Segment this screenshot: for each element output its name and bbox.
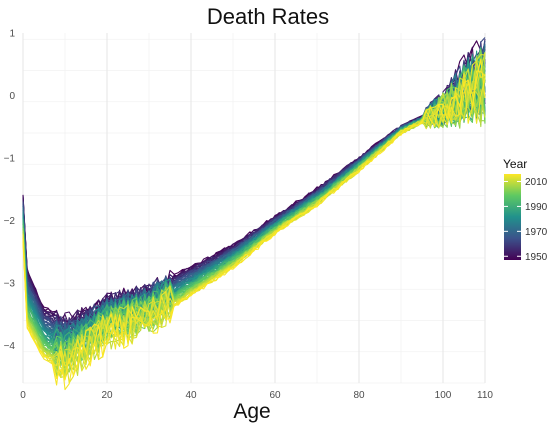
series-line [22,58,486,324]
legend-ticks: 2010 1990 1970 1950 [504,177,548,263]
series-line [22,69,486,336]
series-line [22,52,486,345]
series-line [22,59,486,338]
series-line [22,40,486,343]
series-line [22,71,486,349]
series-line [22,49,486,327]
series-line [22,56,486,337]
x-axis-ticks: 0 20 40 60 80 100 110 [20,390,493,401]
series-line [22,60,486,384]
series-line [22,37,486,337]
series-line [22,44,486,340]
series-line [22,55,486,337]
series-line [22,46,486,329]
y-tick-label: −2 [4,216,16,227]
x-tick-label: 110 [477,390,493,401]
legend: Year 2010 1990 1970 1950 [503,157,548,263]
x-tick-label: 80 [353,390,365,401]
x-tick-label: 100 [435,390,452,401]
x-tick-label: 60 [269,390,281,401]
series-line [22,41,486,329]
legend-tick-label: 2010 [525,177,548,188]
series-line [22,70,486,391]
series-line [22,61,486,346]
series-line [22,62,486,327]
series-line [22,38,486,338]
series-line [22,49,486,335]
legend-title: Year [503,157,527,171]
y-axis-ticks: 1 0 −1 −2 −3 −4 [4,29,16,353]
series-line [22,58,486,381]
chart-title: Death Rates [207,4,329,29]
y-tick-label: 1 [9,29,15,40]
y-tick-label: −1 [4,154,16,165]
series-lines [22,37,486,391]
series-line [22,43,486,336]
series-line [22,55,486,345]
series-line [22,47,486,353]
legend-tick-label: 1970 [525,227,548,238]
series-line [22,61,486,350]
series-line [22,40,486,329]
y-tick-label: −3 [4,279,16,290]
series-line [22,53,486,336]
x-axis-title: Age [233,400,270,423]
x-tick-label: 40 [185,390,197,401]
x-tick-label: 20 [101,390,113,401]
legend-tick-label: 1990 [525,202,548,213]
x-tick-label: 0 [20,390,26,401]
y-tick-label: 0 [9,91,15,102]
series-line [22,46,486,349]
legend-colorbar [504,174,521,260]
series-line [22,64,486,339]
legend-tick-label: 1950 [525,252,548,263]
series-line [22,53,486,352]
series-line [22,44,486,346]
y-tick-label: −4 [4,341,16,352]
series-line [22,57,486,341]
series-line [22,51,486,335]
series-line [22,49,486,350]
series-line [22,56,486,348]
